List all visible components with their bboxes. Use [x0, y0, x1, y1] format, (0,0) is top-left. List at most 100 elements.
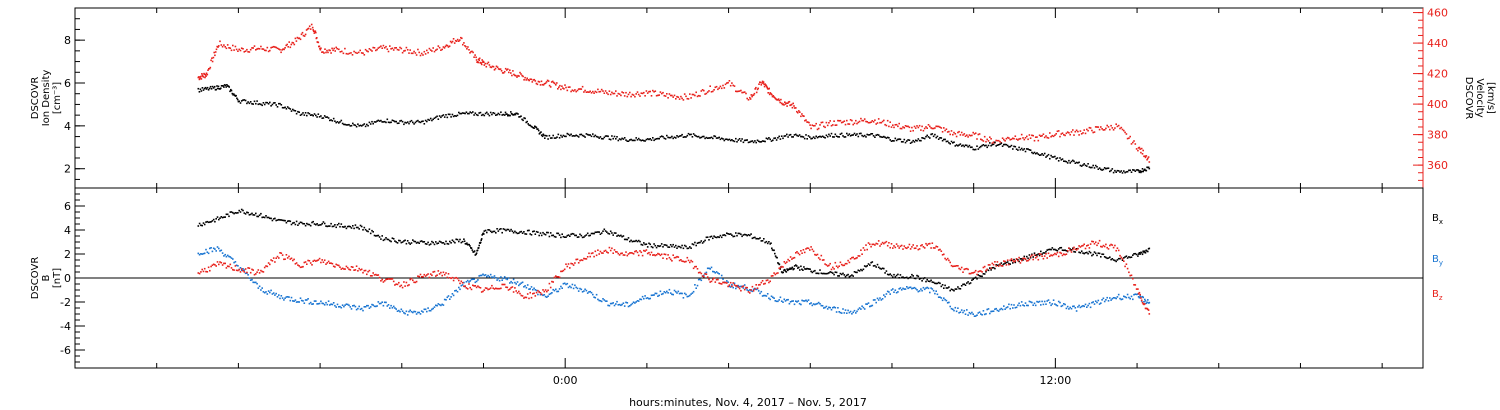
- density-dot: [971, 146, 973, 148]
- density-dot: [671, 135, 673, 138]
- velocity-dot: [937, 125, 940, 128]
- by-dot: [1023, 305, 1026, 307]
- bx-dot: [812, 270, 815, 273]
- velocity-dot: [856, 122, 858, 125]
- bx-dot: [302, 222, 304, 225]
- velocity-dot: [500, 70, 503, 72]
- bx-dot: [435, 241, 437, 243]
- velocity-dot: [199, 77, 201, 80]
- by-dot: [630, 303, 632, 306]
- density-dot: [772, 139, 774, 142]
- bz-dot: [792, 257, 794, 259]
- velocity-dot: [683, 93, 686, 95]
- density-dot: [736, 141, 738, 143]
- velocity-dot: [552, 81, 555, 84]
- bx-dot: [700, 240, 703, 242]
- by-dot: [468, 281, 470, 283]
- density-dot: [414, 121, 417, 124]
- velocity-dot: [557, 88, 559, 90]
- by-dot: [1115, 297, 1117, 300]
- by-dot: [363, 306, 366, 308]
- velocity-dot: [585, 91, 588, 93]
- bz-dot: [243, 271, 246, 273]
- velocity-dot: [607, 93, 609, 96]
- by-dot: [678, 292, 681, 295]
- bx-dot: [892, 276, 894, 278]
- bx-dot: [750, 233, 752, 235]
- bz-dot: [1098, 239, 1101, 242]
- bz-dot: [644, 250, 646, 252]
- by-dot: [1034, 304, 1037, 307]
- density-dot: [728, 138, 731, 141]
- by-dot: [1125, 296, 1128, 299]
- by-dot: [735, 287, 737, 290]
- velocity-dot: [1100, 126, 1102, 128]
- bz-dot: [423, 273, 426, 276]
- bz-dot: [627, 253, 630, 255]
- by-dot: [315, 300, 317, 302]
- velocity-dot: [1109, 128, 1111, 131]
- bx-dot: [789, 267, 791, 269]
- density-dot: [883, 135, 885, 138]
- bz-dot: [311, 264, 313, 266]
- density-dot: [569, 134, 571, 137]
- velocity-dot: [556, 82, 558, 84]
- bz-dot: [981, 271, 983, 273]
- velocity-dot: [1148, 161, 1151, 163]
- bz-dot: [442, 271, 445, 274]
- bz-dot: [652, 254, 654, 256]
- by-dot: [972, 313, 974, 315]
- velocity-dot: [246, 48, 248, 51]
- density-dot: [759, 141, 761, 143]
- density-dot: [436, 115, 438, 118]
- velocity-dot: [646, 92, 649, 94]
- bx-dot: [1103, 256, 1106, 258]
- bx-dot: [874, 264, 876, 267]
- velocity-dot: [569, 86, 571, 88]
- velocity-dot: [1022, 137, 1024, 139]
- density-dot: [350, 124, 353, 127]
- density-dot: [650, 139, 653, 141]
- density-dot: [740, 140, 742, 142]
- velocity-dot: [1024, 137, 1027, 139]
- bx-dot: [897, 273, 899, 276]
- bz-dot: [497, 287, 500, 290]
- density-dot: [843, 136, 846, 138]
- density-dot: [335, 121, 337, 124]
- bz-dot: [745, 286, 747, 289]
- velocity-dot: [1006, 136, 1009, 139]
- by-dot: [1097, 299, 1100, 302]
- density-dot: [260, 103, 262, 106]
- by-dot: [652, 294, 654, 296]
- by-dot: [323, 304, 326, 306]
- density-dot: [230, 88, 232, 91]
- bz-dot: [662, 257, 664, 259]
- bx-dot: [224, 216, 226, 218]
- by-dot: [811, 304, 814, 307]
- bz-dot: [577, 262, 580, 264]
- velocity-dot: [549, 86, 552, 88]
- velocity-dot: [510, 72, 512, 74]
- bx-dot: [1031, 253, 1033, 256]
- by-dot: [377, 301, 380, 303]
- density-dot: [1015, 148, 1018, 150]
- bz-dot: [589, 255, 591, 258]
- bz-dot: [983, 265, 986, 268]
- by-dot: [1078, 304, 1080, 307]
- bx-dot: [741, 235, 743, 238]
- density-dot: [996, 144, 999, 146]
- density-dot: [980, 145, 982, 148]
- bz-dot: [200, 271, 202, 273]
- density-dot: [535, 126, 538, 129]
- by-dot: [985, 313, 987, 315]
- velocity-dot: [1129, 135, 1131, 138]
- velocity-dot: [369, 49, 372, 51]
- velocity-dot: [692, 93, 695, 96]
- bz-dot: [1125, 263, 1128, 265]
- velocity-dot: [914, 127, 917, 129]
- bz-dot: [420, 276, 423, 278]
- bz-dot: [450, 277, 452, 280]
- bz-dot: [719, 282, 722, 285]
- bz-dot: [437, 270, 440, 272]
- density-dot: [704, 137, 706, 140]
